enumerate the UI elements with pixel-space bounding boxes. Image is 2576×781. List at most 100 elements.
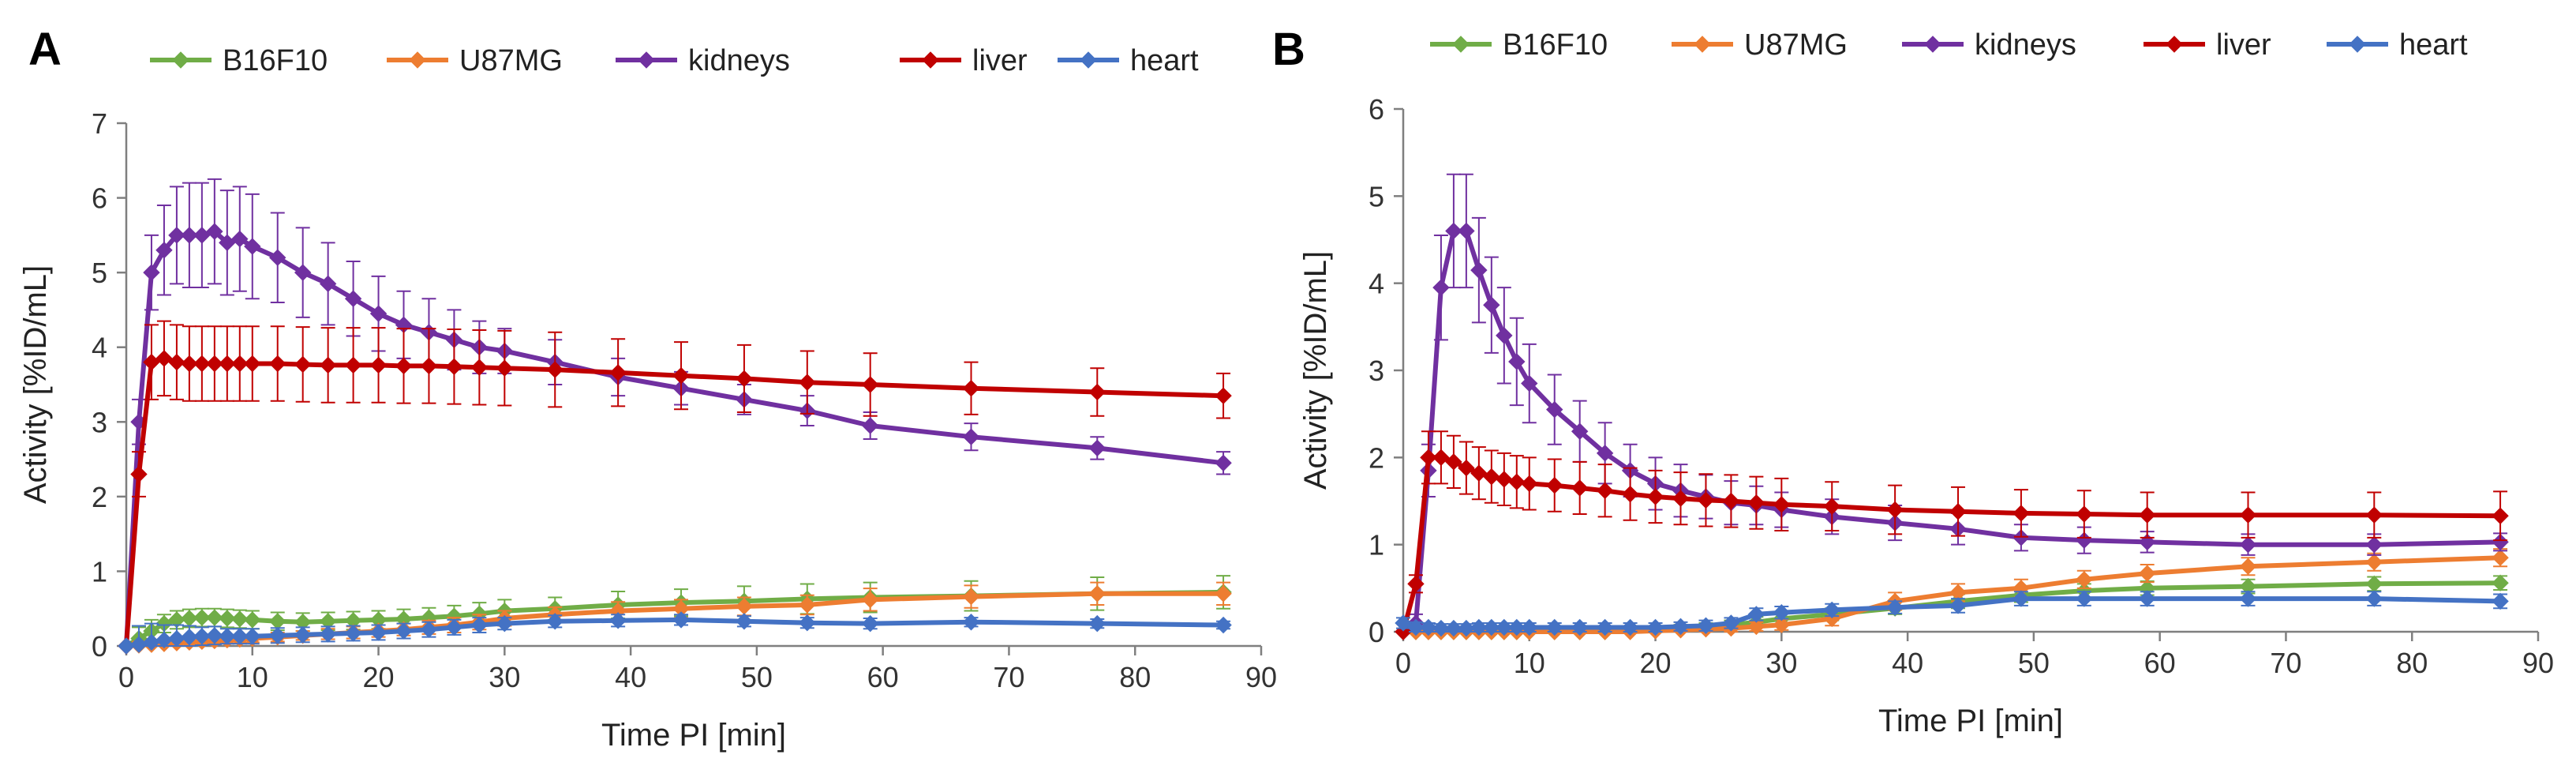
data-point: [2492, 592, 2509, 610]
data-point: [269, 627, 286, 644]
data-point: [294, 355, 312, 374]
x-axis-title: Time PI [min]: [601, 718, 786, 753]
data-point: [1458, 459, 1475, 477]
legend-marker: [172, 51, 189, 69]
y-tick-label: 6: [92, 182, 107, 215]
data-point: [799, 596, 816, 614]
data-point: [231, 610, 249, 628]
x-tick-label: 10: [1514, 647, 1545, 679]
data-point: [2012, 529, 2030, 546]
legend-item-u87mg: U87MG: [387, 44, 563, 77]
x-tick-label: 0: [118, 661, 134, 693]
y-tick-label: 3: [1368, 355, 1384, 387]
data-point: [181, 227, 198, 244]
data-point: [2239, 506, 2257, 524]
data-point: [1432, 449, 1450, 467]
data-point: [861, 417, 879, 434]
y-tick-label: 2: [92, 481, 107, 513]
x-tick-label: 30: [1765, 647, 1797, 679]
series-liver: [1395, 430, 2509, 640]
legend-label: B16F10: [223, 44, 328, 77]
data-point: [1886, 599, 1904, 616]
data-point: [1508, 473, 1526, 490]
data-point: [2365, 554, 2383, 571]
data-point: [193, 627, 211, 645]
data-point: [130, 465, 148, 483]
data-point: [1470, 464, 1488, 482]
legend-marker: [409, 51, 426, 69]
data-point: [1458, 619, 1475, 637]
data-point: [193, 609, 211, 626]
data-point: [1470, 618, 1488, 636]
data-point: [294, 626, 312, 644]
y-axis-title: Activity [%ID/mL]: [1298, 251, 1333, 490]
x-tick-label: 40: [615, 661, 646, 693]
y-tick-label: 1: [92, 555, 107, 588]
data-point: [2365, 590, 2383, 607]
x-tick-label: 20: [363, 661, 395, 693]
data-point: [1886, 501, 1904, 519]
data-point: [319, 356, 337, 374]
legend-label: liver: [2216, 28, 2271, 62]
data-point: [1420, 618, 1437, 636]
x-tick-label: 50: [2018, 647, 2050, 679]
data-point: [244, 355, 261, 373]
data-point: [1697, 617, 1715, 634]
data-point: [395, 357, 413, 375]
data-point: [344, 290, 362, 307]
data-point: [1432, 619, 1450, 637]
legend-item-liver: liver: [2144, 28, 2271, 62]
x-tick-label: 40: [1892, 647, 1923, 679]
data-point: [231, 230, 249, 248]
data-point: [231, 355, 249, 373]
data-point: [1747, 618, 1765, 636]
legend-label: U87MG: [459, 44, 563, 77]
data-point: [672, 611, 690, 629]
data-point: [1571, 479, 1589, 497]
data-point: [799, 614, 816, 632]
x-tick-label: 60: [2144, 647, 2176, 679]
data-point: [155, 631, 173, 649]
data-point: [672, 366, 690, 385]
data-point: [1546, 618, 1563, 636]
data-point: [445, 618, 463, 636]
data-point: [2138, 565, 2156, 582]
data-point: [496, 614, 514, 633]
data-point: [2365, 506, 2383, 524]
x-tick-label: 0: [1395, 647, 1411, 679]
data-point: [269, 249, 286, 266]
data-point: [861, 614, 879, 633]
data-point: [1088, 439, 1106, 457]
legend-label: kidneys: [688, 44, 790, 77]
data-point: [155, 242, 173, 259]
data-point: [269, 355, 286, 373]
data-point: [470, 616, 489, 634]
data-point: [546, 361, 564, 378]
data-point: [1215, 585, 1232, 603]
data-point: [2365, 575, 2383, 593]
data-point: [1407, 575, 1425, 593]
data-point: [861, 376, 879, 393]
series-heart: [118, 611, 1232, 655]
data-point: [1445, 222, 1462, 240]
data-point: [168, 629, 185, 648]
data-point: [1521, 374, 1538, 392]
series-kidneys: [1395, 173, 2509, 640]
y-tick-label: 4: [1368, 268, 1384, 300]
data-point: [2492, 507, 2509, 524]
data-point: [1571, 618, 1589, 636]
data-point: [344, 625, 362, 642]
data-point: [231, 627, 249, 645]
data-point: [1445, 453, 1462, 471]
data-point: [1470, 261, 1488, 279]
legend-label: heart: [1130, 44, 1199, 77]
data-point: [861, 591, 879, 609]
x-tick-label: 60: [867, 661, 899, 693]
data-point: [2076, 571, 2093, 588]
data-point: [2492, 574, 2509, 591]
data-point: [395, 622, 413, 640]
data-point: [2076, 590, 2093, 607]
x-tick-label: 50: [741, 661, 773, 693]
